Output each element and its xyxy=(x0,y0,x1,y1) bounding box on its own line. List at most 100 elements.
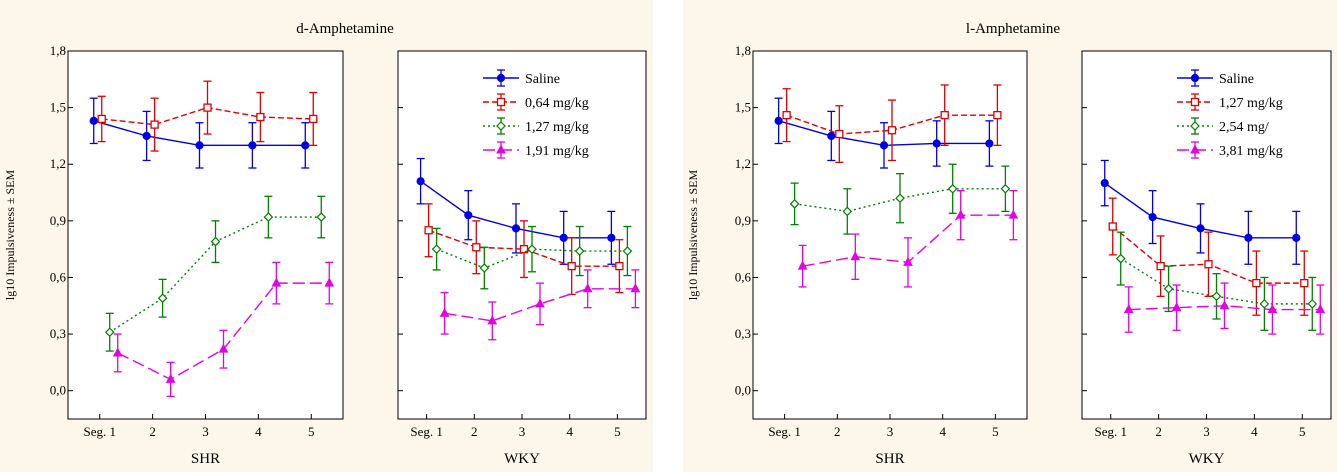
legend-1-27-mg-kg-label: 1,27 mg/kg xyxy=(1219,96,1283,111)
chart-title: l-Amphetamine xyxy=(966,21,1060,37)
series-2-54-mg-line xyxy=(794,188,1006,213)
chart-svg-d-amphetamine: d-Amphetamine lg10 Impulsiveness ± SEM 1,8… xyxy=(3,21,647,467)
group-label: WKY xyxy=(504,451,540,467)
series-1-91-mg-kg-point xyxy=(487,315,498,325)
series-0-64-mg-kg-point xyxy=(97,114,106,124)
panel-wky: Seg. 1 2 3 4 5 WKY Saline 1,27 mg/kg 2,54 mg/3,8… xyxy=(1081,50,1332,467)
y-tick-label: 0,3 xyxy=(50,326,66,341)
series-saline-point xyxy=(827,131,836,141)
series-3-81-mg-kg-point xyxy=(850,251,861,261)
series-saline-point xyxy=(774,116,783,125)
series-saline-point xyxy=(301,141,310,150)
x-tick-label: 2 xyxy=(471,424,478,439)
series-3-81-mg-kg-point xyxy=(955,209,966,219)
series-saline-point xyxy=(89,116,98,125)
y-axis-label: lg10 Impulsiveness ± SEM xyxy=(686,170,700,301)
group-label: SHR xyxy=(191,451,220,467)
series-2-54-mg-point xyxy=(1000,183,1011,194)
x-tick-label: 4 xyxy=(1251,424,1258,439)
series-1-27-mg-kg-point xyxy=(622,246,633,256)
legend-saline-marker xyxy=(1190,73,1200,83)
legend-2-54-mg-marker xyxy=(1190,121,1200,131)
series-1-91-mg-kg-line xyxy=(444,288,636,322)
series-saline-point xyxy=(416,177,425,186)
y-tick-label: 0,9 xyxy=(50,213,66,228)
series-3-81-mg-kg-point xyxy=(1219,300,1230,310)
y-tick-label: 0,0 xyxy=(50,383,66,398)
y-tick-label: 1,8 xyxy=(50,43,66,58)
series-0-64-mg-kg-point xyxy=(256,112,265,122)
series-saline-point xyxy=(464,211,473,220)
chart-title: d-Amphetamine xyxy=(296,21,394,37)
panel-shr: Seg. 1 2 3 4 5 SHR xyxy=(67,50,344,467)
series-2-54-mg-point xyxy=(895,193,905,204)
series-1-27-mg-kg-point xyxy=(527,244,537,255)
chart-figure-d-amphetamine: d-Amphetamine lg10 Impulsiveness ± SEM 1,8… xyxy=(0,0,653,472)
plot-area xyxy=(752,50,1028,420)
legend-saline-marker xyxy=(496,73,506,83)
series-3-81-mg-kg-point xyxy=(1008,209,1019,219)
legend-saline-label: Saline xyxy=(525,72,560,87)
series-3-81-mg-kg-point xyxy=(1171,302,1182,312)
series-1-91-mg-kg-point xyxy=(324,277,335,287)
legend-1-91-mg-kg-marker xyxy=(496,144,506,154)
series-saline-point xyxy=(1244,233,1253,242)
x-tick-label: Seg. 1 xyxy=(83,424,116,439)
series-1-27-mg-kg-point xyxy=(104,327,115,338)
x-tick-label: 5 xyxy=(992,424,999,439)
series-1-27-mg-kg-point xyxy=(263,212,274,222)
x-tick-label: 3 xyxy=(202,424,209,439)
series-1-91-mg-kg-point xyxy=(218,343,229,353)
series-0-64-mg-kg-point xyxy=(150,120,159,129)
legend: Saline 1,27 mg/kg 2,54 mg/3,81 mg/kg xyxy=(1177,69,1283,159)
series-0-64-mg-kg-point xyxy=(615,261,624,271)
group-label: SHR xyxy=(875,451,904,467)
series-1-91-mg-kg-point xyxy=(112,347,123,357)
y-tick-label: 1,2 xyxy=(50,156,66,171)
series-1-27-mg-kg-point xyxy=(431,244,442,255)
series-1-27-mg-kg-point xyxy=(1108,222,1117,231)
y-tick-label: 1,5 xyxy=(50,100,66,115)
legend-1-91-mg-kg-label: 1,91 mg/kg xyxy=(525,144,589,159)
x-tick-label: 2 xyxy=(149,424,156,439)
legend-1-27-mg-kg-label: 1,27 mg/kg xyxy=(525,120,589,135)
series-1-27-mg-kg-point xyxy=(479,263,490,273)
panel-wky: Seg. 1 2 3 4 5 WKY Saline 0,64 mg/kg 1,27 mg/kg 1… xyxy=(397,50,647,467)
series-3-81-mg-kg-point xyxy=(1123,303,1134,314)
y-tick-label: 1,5 xyxy=(735,100,751,115)
series-saline-point xyxy=(511,224,521,233)
series-saline-point xyxy=(1100,179,1109,188)
x-tick-label: Seg. 1 xyxy=(1094,424,1127,439)
x-tick-label: Seg. 1 xyxy=(410,424,443,439)
series-saline-point xyxy=(559,233,568,242)
x-tick-label: 5 xyxy=(1299,424,1306,439)
legend-2-54-mg-label: 2,54 mg/ xyxy=(1219,120,1269,135)
chart-figure-l-amphetamine: l-Amphetamine lg10 Impulsiveness ± SEM 1,8… xyxy=(683,0,1337,472)
series-1-27-mg-kg-point xyxy=(1156,261,1165,271)
x-tick-label: 4 xyxy=(255,424,262,439)
x-tick-label: 5 xyxy=(614,424,621,439)
y-tick-label: 0,3 xyxy=(735,326,751,341)
x-tick-label: 2 xyxy=(834,424,841,439)
series-2-54-mg-point xyxy=(1259,299,1270,309)
series-0-64-mg-kg-line xyxy=(428,229,620,267)
plot-area xyxy=(397,50,647,420)
series-1-27-mg-kg-point xyxy=(940,111,949,120)
series-1-91-mg-kg-point xyxy=(535,298,545,308)
series-saline-point xyxy=(1148,212,1157,222)
series-0-64-mg-kg-point xyxy=(203,103,212,112)
legend-saline-label: Saline xyxy=(1219,72,1254,87)
legend: Saline 0,64 mg/kg 1,27 mg/kg 1,91 mg/kg xyxy=(483,69,589,159)
y-tick-label: 1,8 xyxy=(735,43,751,58)
series-1-27-mg-kg-point xyxy=(316,212,327,222)
series-saline-point xyxy=(195,141,204,150)
series-3-81-mg-kg-point xyxy=(1315,303,1326,314)
y-tick-label: 1,2 xyxy=(735,156,751,171)
series-1-91-mg-kg-point xyxy=(582,283,593,293)
series-2-54-mg-point xyxy=(1307,299,1318,309)
plot-area xyxy=(67,50,344,420)
x-tick-label: 3 xyxy=(1203,424,1210,439)
series-1-27-mg-kg-point xyxy=(887,126,897,135)
y-axis-label: lg10 Impulsiveness ± SEM xyxy=(3,170,17,301)
series-2-54-mg-point xyxy=(789,199,800,209)
